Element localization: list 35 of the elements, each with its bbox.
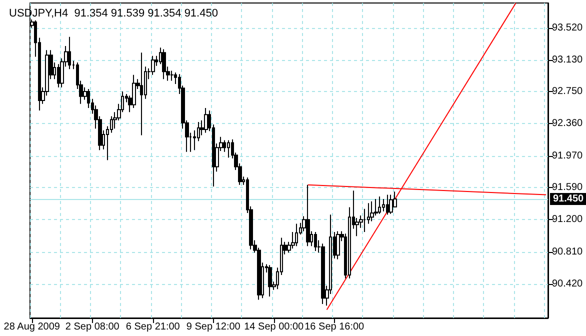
y-tick-label: 91.200 [552, 214, 584, 226]
candlestick [162, 48, 166, 80]
candlestick [268, 264, 272, 298]
y-tick-label: 91.590 [552, 182, 584, 193]
candlestick [295, 223, 298, 247]
x-tick-label: 28 Aug 2009 [4, 322, 60, 332]
candlestick [68, 36, 71, 70]
candlestick [378, 196, 381, 214]
candlestick [227, 140, 230, 158]
candlestick [370, 200, 374, 222]
candlestick [321, 243, 325, 304]
candlestick [386, 194, 389, 216]
candlestick [314, 232, 317, 252]
candlestick [151, 55, 155, 76]
x-tick-label: 14 Sep 00:00 [244, 322, 304, 332]
candlestick [170, 70, 174, 82]
candlestick [132, 74, 136, 108]
y-tick-label: 93.520 [552, 22, 584, 34]
y-tick-label: 90.420 [552, 278, 584, 290]
x-tick-label: 6 Sep 21:00 [126, 322, 180, 332]
candlestick [389, 194, 393, 214]
ref-line-label: 91.450 [553, 193, 584, 204]
y-tick-label: 92.750 [552, 86, 584, 97]
x-tick-label: 16 Sep 16:00 [304, 322, 365, 332]
candlestick [140, 52, 143, 136]
y-tick-label: 90.810 [552, 246, 584, 258]
y-tick-label: 91.970 [552, 150, 584, 162]
candlestick [204, 108, 208, 134]
candlestick [382, 198, 385, 212]
candlestick [336, 230, 340, 260]
y-tick-label: 93.130 [552, 54, 584, 66]
candlestick [306, 184, 310, 247]
x-tick-label: 9 Sep 12:00 [186, 322, 241, 332]
y-tick-label: 92.360 [552, 118, 584, 130]
x-tick-label: 2 Sep 08:00 [65, 322, 120, 332]
